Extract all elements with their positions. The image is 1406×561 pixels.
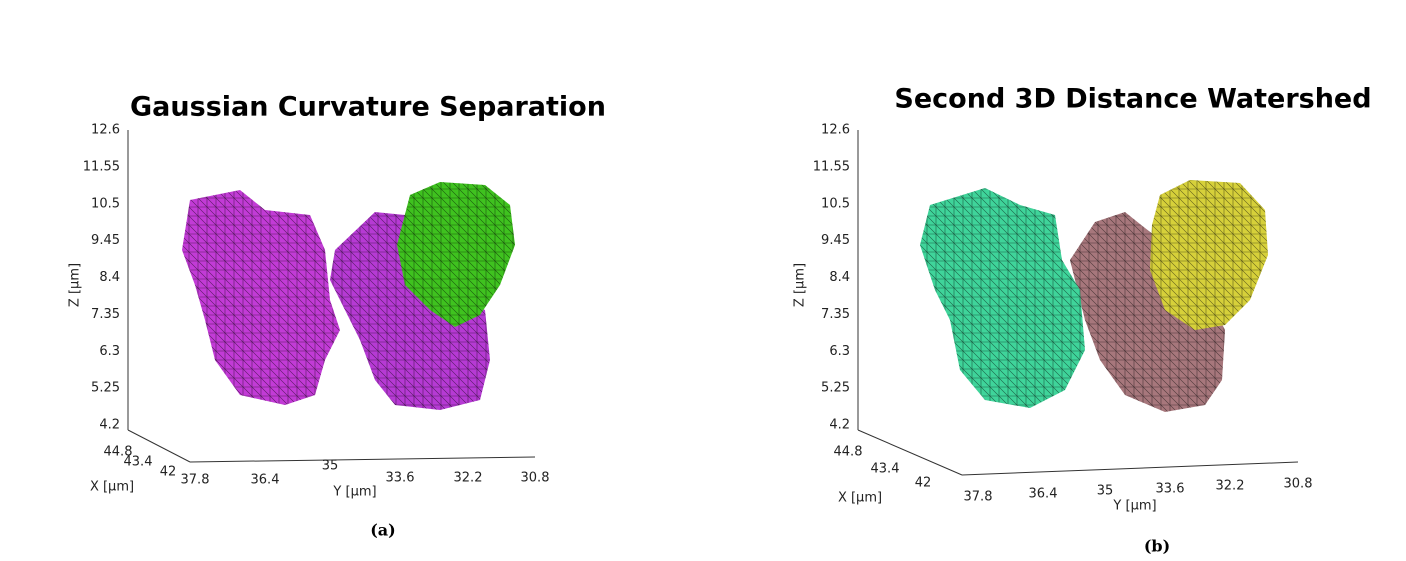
axis-line bbox=[189, 456, 536, 463]
x-tick-label: 42 bbox=[160, 465, 177, 480]
x-tick-label: 44.8 bbox=[104, 445, 133, 460]
mesh-shapes-a bbox=[182, 182, 515, 410]
z-tick-label: 5.25 bbox=[821, 381, 850, 396]
y-tick-label: 35 bbox=[322, 459, 339, 474]
y-tick-label: 36.4 bbox=[251, 473, 280, 488]
mesh-shapes-b bbox=[920, 180, 1268, 412]
z-axis-label: Z [μm] bbox=[68, 263, 83, 307]
z-tick-label: 8.4 bbox=[829, 270, 850, 285]
z-tick-label: 9.45 bbox=[821, 233, 850, 248]
z-tick-label: 10.5 bbox=[91, 196, 120, 211]
panel-title: Second 3D Distance Watershed bbox=[894, 84, 1371, 115]
caption: (b) bbox=[1144, 537, 1170, 556]
y-tick-label: 32.2 bbox=[1216, 479, 1245, 494]
y-axis-label: Y [μm] bbox=[332, 485, 376, 500]
x-tick-label: 44.8 bbox=[834, 445, 863, 460]
z-tick-label: 12.6 bbox=[91, 123, 120, 138]
x-axis-label: X [μm] bbox=[90, 480, 134, 495]
y-tick-label: 30.8 bbox=[1284, 477, 1313, 492]
z-tick-label: 9.45 bbox=[91, 233, 120, 248]
y-tick-label: 36.4 bbox=[1029, 487, 1058, 502]
z-tick-label: 4.2 bbox=[829, 418, 850, 433]
y-tick-label: 30.8 bbox=[521, 471, 550, 486]
axis-line bbox=[127, 429, 191, 463]
axis-line bbox=[857, 429, 963, 476]
panel-title: Gaussian Curvature Separation bbox=[130, 92, 606, 123]
caption: (a) bbox=[370, 521, 396, 540]
y-axis-label: Y [μm] bbox=[1112, 499, 1156, 514]
z-tick-label: 7.35 bbox=[91, 307, 120, 322]
z-axis-label: Z [μm] bbox=[793, 263, 808, 307]
x-tick-label: 43.4 bbox=[871, 462, 900, 477]
y-tick-label: 32.2 bbox=[454, 471, 483, 486]
axis-line bbox=[961, 461, 1299, 476]
y-tick-label: 37.8 bbox=[964, 490, 993, 505]
y-tick-label: 37.8 bbox=[181, 473, 210, 488]
z-tick-label: 4.2 bbox=[99, 418, 120, 433]
z-tick-label: 12.6 bbox=[821, 123, 850, 138]
z-tick-label: 7.35 bbox=[821, 307, 850, 322]
z-tick-label: 8.4 bbox=[99, 270, 120, 285]
x-tick-label: 42 bbox=[915, 476, 932, 491]
x-tick-label: 43.4 bbox=[124, 455, 153, 470]
z-tick-label: 11.55 bbox=[83, 159, 120, 174]
z-tick-label: 10.5 bbox=[821, 196, 850, 211]
z-tick-label: 5.25 bbox=[91, 381, 120, 396]
y-tick-label: 33.6 bbox=[1156, 482, 1185, 497]
z-tick-label: 11.55 bbox=[813, 159, 850, 174]
z-tick-label: 6.3 bbox=[829, 344, 850, 359]
y-tick-label: 33.6 bbox=[386, 471, 415, 486]
z-tick-label: 6.3 bbox=[99, 344, 120, 359]
x-axis-label: X [μm] bbox=[838, 491, 882, 506]
y-tick-label: 35 bbox=[1097, 484, 1114, 499]
